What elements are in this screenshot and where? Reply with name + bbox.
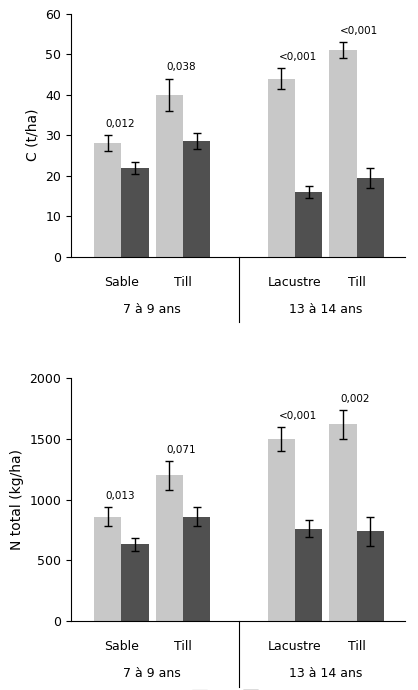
Bar xyxy=(156,95,183,257)
Bar xyxy=(329,424,357,621)
Bar xyxy=(94,517,121,621)
Bar xyxy=(94,144,121,257)
Text: 0,012: 0,012 xyxy=(105,119,135,129)
Text: 0,002: 0,002 xyxy=(340,393,370,404)
Bar xyxy=(268,439,295,621)
Text: Lacustre: Lacustre xyxy=(268,640,322,653)
Text: <0,001: <0,001 xyxy=(278,52,317,62)
Bar xyxy=(156,475,183,621)
Bar xyxy=(121,544,148,621)
Text: <0,001: <0,001 xyxy=(278,411,317,421)
Text: Sable: Sable xyxy=(104,640,139,653)
Bar xyxy=(295,529,322,621)
Text: Till: Till xyxy=(348,276,366,289)
Bar xyxy=(329,50,357,257)
Bar xyxy=(357,531,384,621)
Text: 7 à 9 ans: 7 à 9 ans xyxy=(123,303,181,316)
Bar xyxy=(295,192,322,257)
Text: 0,071: 0,071 xyxy=(167,444,196,455)
Bar xyxy=(183,517,210,621)
Bar xyxy=(357,178,384,257)
Text: Sable: Sable xyxy=(104,276,139,289)
Text: Till: Till xyxy=(348,640,366,653)
Text: 0,038: 0,038 xyxy=(167,63,196,72)
Text: Till: Till xyxy=(174,276,192,289)
Bar xyxy=(268,79,295,257)
Text: 0,013: 0,013 xyxy=(105,491,135,501)
Text: 7 à 9 ans: 7 à 9 ans xyxy=(123,667,181,680)
Text: <0,001: <0,001 xyxy=(340,26,379,36)
Bar xyxy=(183,141,210,257)
Legend: TS, AE: TS, AE xyxy=(187,684,289,690)
Y-axis label: C (t/ha): C (t/ha) xyxy=(26,109,40,161)
Text: Lacustre: Lacustre xyxy=(268,276,322,289)
Bar xyxy=(121,168,148,257)
Text: Till: Till xyxy=(174,640,192,653)
Y-axis label: N total (kg/ha): N total (kg/ha) xyxy=(10,449,24,550)
Text: 13 à 14 ans: 13 à 14 ans xyxy=(289,303,362,316)
Text: 13 à 14 ans: 13 à 14 ans xyxy=(289,667,362,680)
